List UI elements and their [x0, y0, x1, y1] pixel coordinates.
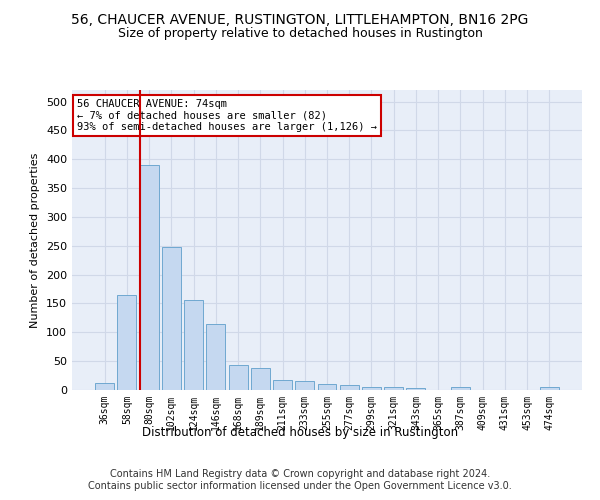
Bar — [140, 165, 158, 390]
Bar — [317, 384, 337, 390]
Bar — [451, 387, 470, 390]
Bar — [540, 387, 559, 390]
Bar — [229, 365, 248, 390]
Bar — [95, 382, 114, 390]
Text: Size of property relative to detached houses in Rustington: Size of property relative to detached ho… — [118, 28, 482, 40]
Y-axis label: Number of detached properties: Number of detached properties — [31, 152, 40, 328]
Bar — [118, 295, 136, 390]
Bar — [162, 247, 181, 390]
Bar — [384, 387, 403, 390]
Bar — [340, 385, 359, 390]
Text: Distribution of detached houses by size in Rustington: Distribution of detached houses by size … — [142, 426, 458, 439]
Text: 56, CHAUCER AVENUE, RUSTINGTON, LITTLEHAMPTON, BN16 2PG: 56, CHAUCER AVENUE, RUSTINGTON, LITTLEHA… — [71, 12, 529, 26]
Bar — [184, 300, 203, 390]
Text: 56 CHAUCER AVENUE: 74sqm
← 7% of detached houses are smaller (82)
93% of semi-de: 56 CHAUCER AVENUE: 74sqm ← 7% of detache… — [77, 99, 377, 132]
Bar — [362, 386, 381, 390]
Bar — [406, 388, 425, 390]
Bar — [206, 324, 225, 390]
Bar — [251, 368, 270, 390]
Bar — [273, 380, 292, 390]
Bar — [295, 381, 314, 390]
Text: Contains HM Land Registry data © Crown copyright and database right 2024.
Contai: Contains HM Land Registry data © Crown c… — [88, 469, 512, 491]
